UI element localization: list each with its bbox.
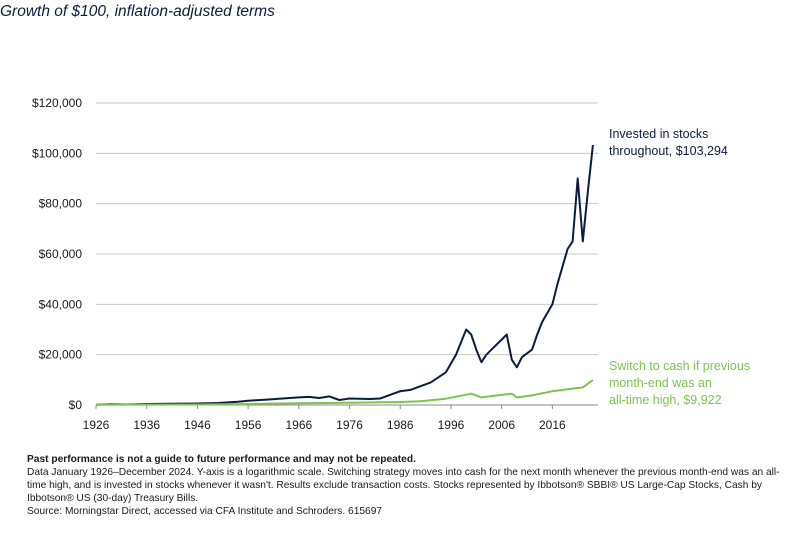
y-axis-ticks: $0 $20,000 $40,000 $60,000 $80,000 $100,000 $1… — [32, 96, 82, 412]
source-text: Source: Morningstar Direct, accessed via… — [27, 506, 383, 517]
y-tick-label: $120,000 — [32, 96, 82, 110]
line-chart: $0 $20,000 $40,000 $60,000 $80,000 $100,000 $1… — [32, 96, 750, 432]
y-tick-label: $60,000 — [39, 247, 83, 261]
series-line-stocks — [95, 144, 594, 406]
disclaimer-text: Past performance is not a guide to futur… — [27, 454, 416, 465]
x-tick-label: 1936 — [133, 418, 160, 432]
y-tick-label: $100,000 — [32, 146, 82, 160]
x-tick-label: 1956 — [235, 418, 262, 432]
data-description: Data January 1926–December 2024. Y-axis … — [27, 467, 780, 504]
x-tick-label: 2016 — [539, 418, 566, 432]
switch-annotation-line3: all-time high, $9,922 — [609, 393, 722, 407]
switch-annotation-line1: Switch to cash if previous — [609, 359, 750, 373]
chart-title: Growth of $100, inflation-adjusted terms — [0, 3, 275, 20]
y-tick-label: $80,000 — [39, 197, 83, 211]
x-tick-label: 1996 — [438, 418, 465, 432]
x-tick-label: 1986 — [387, 418, 414, 432]
y-tick-label: $20,000 — [39, 348, 83, 362]
x-axis-ticks: 1926 1936 1946 1956 1966 1976 1986 1996 2006 2016 — [83, 405, 566, 432]
x-tick-label: 1976 — [336, 418, 363, 432]
series-line-switch — [95, 379, 594, 406]
y-tick-label: $40,000 — [39, 297, 83, 311]
chart-notes: Past performance is not a guide to futur… — [27, 453, 797, 518]
x-tick-label: 1966 — [285, 418, 312, 432]
x-tick-label: 1926 — [83, 418, 110, 432]
switch-annotation-line2: month-end was an — [609, 376, 712, 390]
x-tick-label: 1946 — [184, 418, 211, 432]
y-tick-label: $0 — [69, 398, 83, 412]
gridlines — [96, 102, 598, 356]
stocks-annotation-line1: Invested in stocks — [609, 127, 708, 141]
stocks-annotation-line2: throughout, $103,294 — [609, 144, 728, 158]
x-tick-label: 2006 — [488, 418, 515, 432]
